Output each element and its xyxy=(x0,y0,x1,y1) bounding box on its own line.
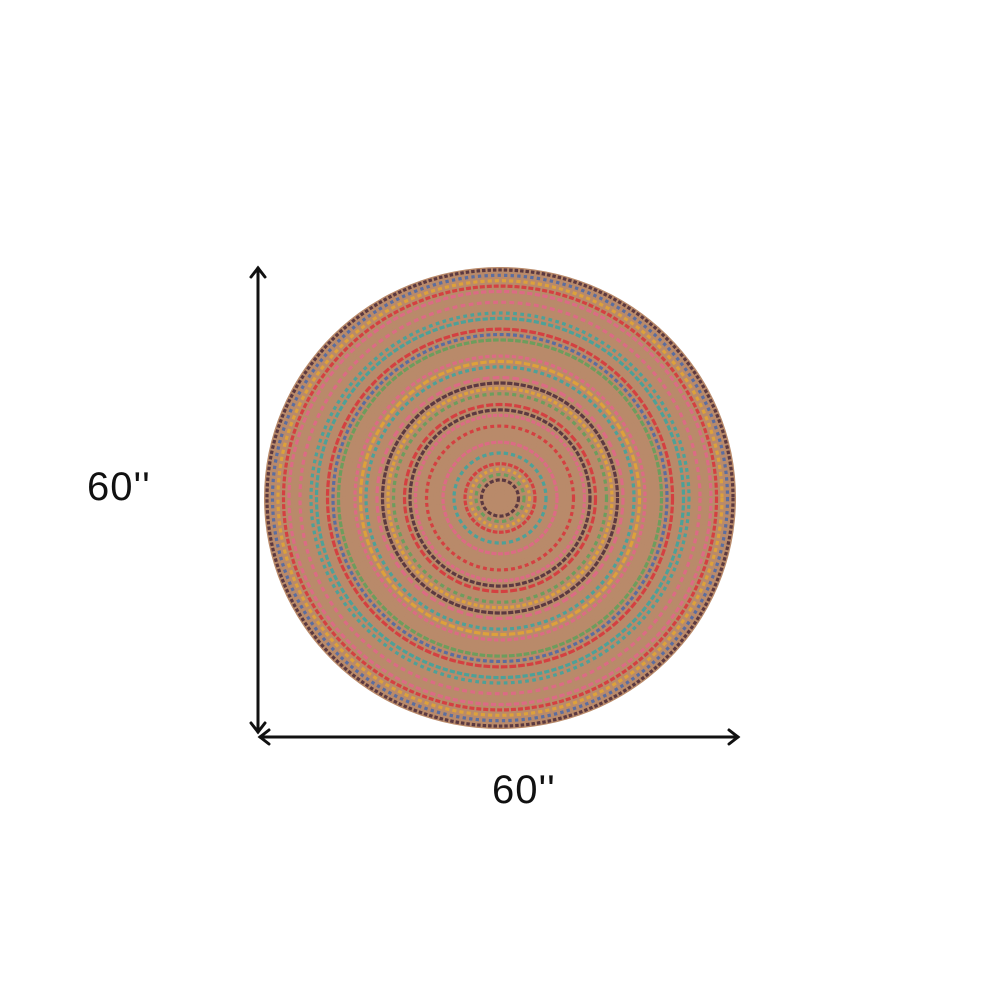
rug-braid-ring xyxy=(430,429,570,567)
rug-braid-ring xyxy=(287,289,713,707)
rug-braid-ring xyxy=(380,381,620,615)
rug-braid-ring xyxy=(309,311,691,685)
rug-braid-ring xyxy=(298,300,702,696)
rug-braid-ring xyxy=(424,424,576,572)
rug-braid-ring xyxy=(468,467,532,529)
rug-braid-ring xyxy=(320,322,680,674)
rug-braid-ring xyxy=(292,295,708,701)
rug-braid-ring xyxy=(408,408,592,588)
rug-braid-ring xyxy=(457,456,543,540)
rug-braid-ring xyxy=(276,279,724,717)
rug-braid-ring xyxy=(347,349,653,647)
rug-braid-ring xyxy=(270,273,730,723)
width-label: 60'' xyxy=(492,768,556,812)
rug-braid-ring xyxy=(369,370,631,626)
rug-braid-ring xyxy=(413,413,587,583)
rug-braid-ring xyxy=(402,402,598,594)
rug-braid-ring xyxy=(485,483,515,513)
rug-braid-ring xyxy=(441,440,559,556)
rug-braid-ring xyxy=(281,284,719,712)
rug-braid-ring xyxy=(314,316,686,680)
rug-braid-ring xyxy=(474,472,526,524)
rug-braid-ring xyxy=(358,359,642,637)
rug-braid-ring xyxy=(331,332,669,664)
rug-braid-ring xyxy=(364,365,636,631)
height-label: 60'' xyxy=(87,465,151,509)
round-rug-image xyxy=(264,267,736,729)
rug-braid-ring xyxy=(397,397,603,599)
rug-braid-ring xyxy=(452,451,548,545)
height-arrow xyxy=(249,265,267,735)
rug-braid-ring xyxy=(325,327,675,669)
rug-braid-ring xyxy=(490,489,510,507)
rug-braid-ring xyxy=(479,478,521,518)
rug-braid-ring xyxy=(463,462,537,534)
rug-braid-ring xyxy=(391,392,609,604)
rug-braid-ring xyxy=(419,419,581,577)
rug-base xyxy=(264,267,736,729)
rug-braid-ring xyxy=(265,268,735,728)
rug-braid-ring xyxy=(353,354,647,642)
rug-braid-ring xyxy=(386,386,614,610)
width-arrow xyxy=(257,728,741,746)
rug-braid-ring xyxy=(375,376,625,620)
rug-braid-ring xyxy=(342,343,658,653)
rug-braid-ring xyxy=(303,306,697,690)
rug-braid-ring xyxy=(435,435,565,561)
rug-braid-ring xyxy=(446,445,554,551)
rug-braid-ring xyxy=(336,338,664,658)
